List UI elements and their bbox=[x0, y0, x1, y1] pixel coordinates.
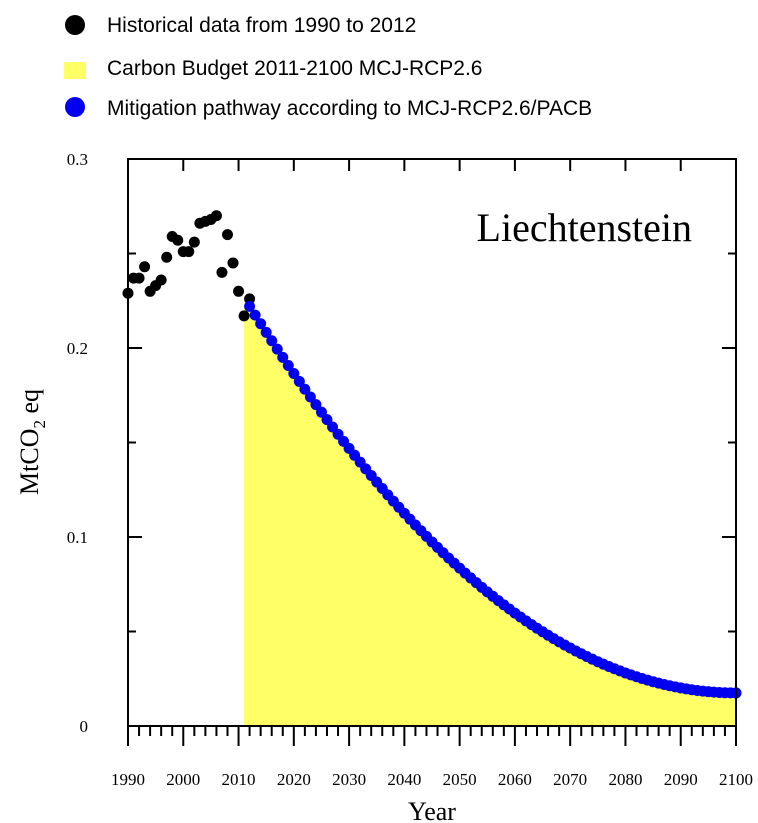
legend: Historical data from 1990 to 2012 Carbon… bbox=[64, 14, 592, 120]
historical-point bbox=[227, 257, 239, 269]
mitigation-point bbox=[293, 375, 305, 387]
historical-point bbox=[233, 285, 245, 297]
y-tick-label: 0 bbox=[80, 717, 89, 736]
legend-marker-pathway bbox=[65, 97, 85, 117]
y-tick-label: 0.3 bbox=[67, 150, 88, 169]
historical-point bbox=[188, 236, 200, 248]
historical-point bbox=[221, 229, 233, 241]
historical-point bbox=[133, 272, 145, 284]
y-axis-title-main: MtCO bbox=[15, 429, 44, 495]
mitigation-point bbox=[244, 300, 256, 312]
x-tick-label: 2080 bbox=[608, 770, 642, 789]
y-axis-title-tail: eq bbox=[15, 389, 44, 420]
carbon-budget-area bbox=[244, 306, 736, 726]
mitigation-point bbox=[277, 351, 289, 363]
historical-point bbox=[238, 310, 250, 322]
y-tick-label: 0.1 bbox=[67, 528, 88, 547]
x-tick-label: 2030 bbox=[332, 770, 366, 789]
y-axis-title-subscript: 2 bbox=[30, 420, 49, 429]
mitigation-point bbox=[249, 309, 261, 321]
historical-point bbox=[183, 246, 195, 258]
legend-marker-historical bbox=[65, 15, 85, 35]
country-annotation: Liechtenstein bbox=[477, 205, 692, 250]
points-layer bbox=[122, 210, 742, 699]
mitigation-point bbox=[255, 318, 267, 330]
mitigation-point bbox=[266, 335, 278, 347]
y-tick-label: 0.2 bbox=[67, 339, 88, 358]
historical-point bbox=[210, 210, 222, 222]
mitigation-point bbox=[271, 343, 283, 355]
x-tick-label: 2060 bbox=[498, 770, 532, 789]
x-tick-label: 1990 bbox=[111, 770, 145, 789]
x-tick-label: 2000 bbox=[166, 770, 200, 789]
mitigation-point bbox=[304, 391, 316, 403]
historical-point bbox=[244, 293, 256, 305]
ticks-layer: 1990 2000 2010 2020 2030 2040 2050 2060 2070 2080… bbox=[67, 150, 753, 789]
budget-area-layer bbox=[244, 306, 736, 726]
mitigation-point bbox=[288, 367, 300, 379]
mitigation-point bbox=[260, 326, 272, 338]
historical-point bbox=[139, 261, 151, 273]
x-axis-title: Year bbox=[408, 797, 456, 823]
historical-point bbox=[155, 274, 167, 286]
x-tick-label: 2100 bbox=[719, 770, 753, 789]
y-axis-title: MtCO2 eq bbox=[15, 389, 49, 495]
historical-point bbox=[172, 234, 184, 246]
x-tick-label: 2090 bbox=[664, 770, 698, 789]
mitigation-point bbox=[299, 383, 311, 395]
historical-point bbox=[161, 251, 173, 263]
historical-point bbox=[216, 266, 228, 278]
x-tick-label: 2010 bbox=[222, 770, 256, 789]
x-tick-label: 2020 bbox=[277, 770, 311, 789]
x-tick-label: 2040 bbox=[387, 770, 421, 789]
legend-marker-budget bbox=[64, 62, 86, 79]
mitigation-point bbox=[310, 399, 322, 411]
x-tick-label: 2050 bbox=[443, 770, 477, 789]
legend-label-pathway: Mitigation pathway according to MCJ-RCP2… bbox=[107, 97, 592, 120]
legend-label-budget: Carbon Budget 2011-2100 MCJ-RCP2.6 bbox=[107, 57, 483, 80]
legend-label-historical: Historical data from 1990 to 2012 bbox=[107, 14, 416, 37]
mitigation-point bbox=[282, 359, 294, 371]
x-tick-label: 2070 bbox=[553, 770, 587, 789]
